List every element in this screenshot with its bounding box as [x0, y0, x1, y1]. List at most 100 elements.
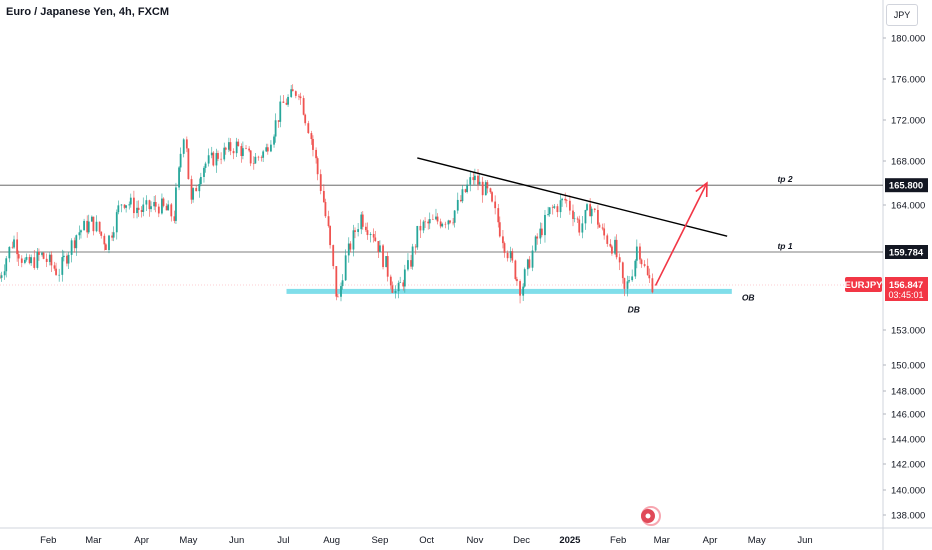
- ob-zone: [286, 288, 732, 294]
- candle: [153, 195, 156, 211]
- candle: [266, 143, 269, 155]
- candle: [312, 135, 314, 157]
- candle: [623, 277, 626, 297]
- candle: [382, 243, 384, 270]
- candle: [319, 169, 322, 195]
- candle: [597, 205, 599, 229]
- candle: [257, 155, 260, 161]
- last-price-label: 156.847: [889, 280, 923, 291]
- candle: [279, 95, 282, 128]
- replay-icon[interactable]: [641, 506, 661, 526]
- candle: [481, 176, 484, 203]
- candle: [150, 201, 152, 213]
- candle: [262, 149, 265, 163]
- candle: [436, 213, 439, 225]
- candle: [568, 195, 571, 215]
- candle: [361, 211, 364, 230]
- xtick-label: Mar: [654, 535, 670, 546]
- candle: [590, 206, 593, 224]
- candle: [419, 219, 422, 239]
- candle: [386, 251, 389, 282]
- candle: [374, 230, 377, 242]
- candle: [125, 205, 128, 213]
- candle: [640, 258, 643, 268]
- price-tag-165.800: 165.800: [889, 181, 923, 192]
- xtick-label: Jul: [277, 535, 289, 546]
- candle: [192, 187, 194, 203]
- candle: [161, 193, 163, 215]
- candle: [187, 148, 190, 180]
- candle: [603, 223, 606, 240]
- candle: [581, 216, 584, 239]
- candle: [100, 231, 103, 239]
- candle: [179, 147, 182, 172]
- candle: [104, 243, 107, 251]
- xtick-label: Apr: [134, 535, 149, 546]
- candle: [365, 222, 367, 233]
- candle: [519, 279, 521, 304]
- candle: [357, 222, 360, 237]
- candle: [523, 267, 526, 288]
- ytick-label: 176.000: [891, 75, 925, 86]
- ytick-label: 164.000: [891, 201, 925, 212]
- candle: [50, 251, 53, 272]
- candle: [516, 276, 518, 286]
- candle: [389, 274, 392, 290]
- candle: [526, 258, 529, 276]
- candle: [24, 257, 26, 265]
- candle: [407, 253, 409, 272]
- candle: [304, 113, 307, 126]
- tp-label-1: tp 2: [777, 174, 792, 184]
- candle: [466, 179, 469, 194]
- tp-label-2: tp 1: [777, 241, 792, 251]
- candle: [489, 187, 492, 194]
- candle: [129, 193, 132, 208]
- candle: [170, 202, 173, 222]
- candle: [282, 94, 285, 103]
- candle: [402, 279, 405, 291]
- currency-button[interactable]: JPY: [886, 4, 918, 26]
- candle: [506, 250, 509, 262]
- candle: [564, 192, 567, 204]
- candle: [157, 203, 160, 218]
- candle: [414, 244, 417, 255]
- candle: [48, 252, 51, 266]
- candle: [240, 143, 243, 163]
- candle: [58, 268, 61, 282]
- candle: [631, 269, 634, 282]
- candle: [474, 168, 476, 186]
- countdown-label: 03:45:01: [888, 290, 923, 300]
- candle: [273, 134, 275, 148]
- candle: [565, 198, 568, 208]
- symbol-tag-bg: [845, 277, 882, 292]
- candle: [53, 261, 56, 271]
- candle: [586, 202, 588, 212]
- candle: [41, 251, 43, 257]
- candle: [461, 185, 464, 204]
- ytick-label: 150.000: [891, 361, 925, 372]
- candle: [324, 198, 327, 218]
- candle: [327, 210, 330, 228]
- candle: [410, 254, 412, 269]
- candle: [235, 137, 238, 157]
- candle: [514, 259, 517, 281]
- xtick-label: May: [179, 535, 197, 546]
- candle: [223, 142, 226, 162]
- candle: [67, 251, 70, 269]
- candle: [61, 249, 64, 282]
- candle: [428, 212, 431, 230]
- candle: [335, 266, 338, 301]
- candle: [154, 195, 157, 213]
- candle: [340, 282, 342, 302]
- candle: [593, 207, 596, 213]
- candle: [248, 146, 251, 153]
- candle: [217, 150, 219, 162]
- candle: [270, 140, 272, 153]
- candle: [486, 180, 489, 194]
- candle: [503, 241, 506, 258]
- candle: [11, 241, 14, 249]
- candle: [634, 259, 637, 280]
- candle: [377, 240, 380, 259]
- candle: [528, 256, 531, 269]
